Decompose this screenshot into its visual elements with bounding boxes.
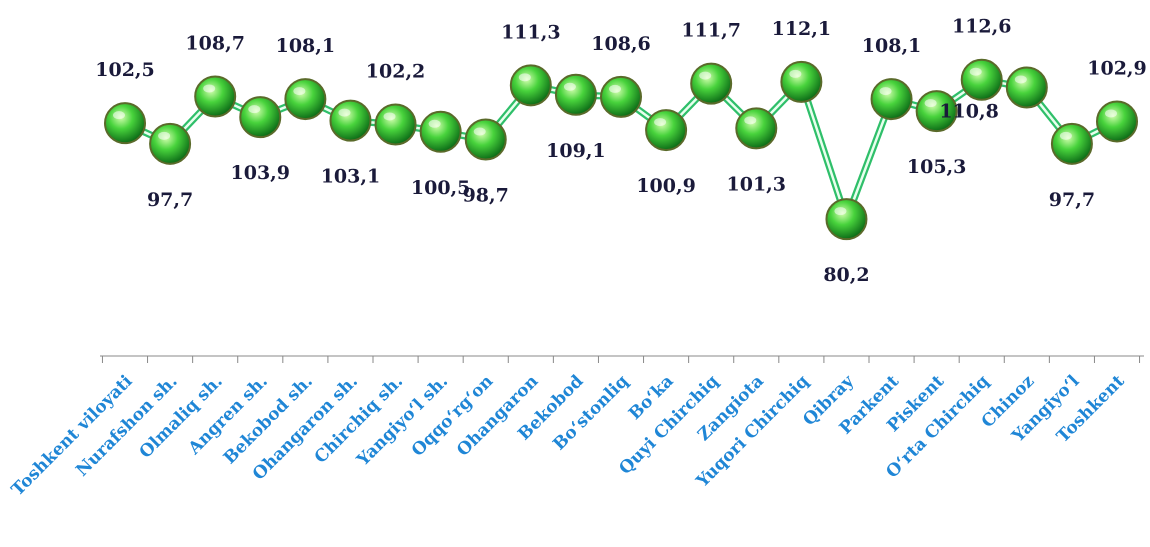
marker-highlight: [609, 84, 621, 93]
marker-highlight: [969, 67, 982, 76]
value-label: 112,1: [772, 18, 832, 40]
data-point-marker: [690, 62, 733, 105]
data-point-marker: [735, 107, 778, 150]
marker-highlight: [158, 131, 171, 140]
data-markers: [104, 58, 1138, 241]
data-point-marker: [464, 118, 507, 161]
value-label: 109,1: [546, 140, 606, 162]
marker-highlight: [518, 73, 531, 82]
value-label: 110,8: [939, 100, 999, 122]
data-point-marker: [600, 75, 642, 118]
marker-highlight: [428, 119, 441, 128]
marker-highlight: [744, 116, 757, 125]
marker-highlight: [789, 69, 802, 78]
value-label: 100,9: [636, 175, 696, 197]
value-label: 101,3: [727, 173, 787, 195]
value-label: 105,3: [907, 156, 967, 178]
value-label: 108,7: [185, 33, 245, 55]
data-point-marker: [374, 103, 417, 146]
marker-highlight: [1014, 75, 1027, 84]
value-label: 102,5: [95, 59, 155, 81]
value-label: 103,9: [231, 162, 291, 184]
marker-highlight: [248, 105, 261, 114]
data-point-marker: [645, 109, 688, 152]
value-label: 111,3: [501, 21, 561, 43]
marker-highlight: [293, 87, 306, 96]
data-point-marker: [554, 73, 597, 116]
value-label: 98,7: [463, 185, 509, 207]
value-label: 97,7: [1049, 189, 1095, 211]
data-point-marker: [149, 122, 192, 165]
data-point-marker: [329, 99, 372, 142]
marker-highlight: [879, 87, 892, 96]
data-point-marker: [1050, 122, 1093, 165]
value-label: 103,1: [321, 166, 381, 188]
data-point-marker: [1005, 66, 1048, 109]
x-axis: [100, 355, 1144, 363]
data-point-marker: [780, 60, 823, 103]
value-label: 97,7: [147, 189, 193, 211]
data-point-marker: [419, 110, 462, 153]
value-labels: 102,597,7108,7103,9108,1103,1102,2100,59…: [95, 16, 1147, 286]
value-label: 102,2: [366, 60, 426, 82]
data-point-marker: [960, 58, 1003, 101]
value-label: 111,7: [681, 20, 741, 42]
marker-highlight: [1059, 131, 1072, 140]
data-point-marker: [1096, 100, 1138, 143]
marker-highlight: [654, 118, 667, 127]
marker-highlight: [203, 84, 216, 93]
data-point-marker: [825, 198, 868, 241]
marker-highlight: [383, 112, 396, 121]
marker-highlight: [699, 71, 712, 80]
value-label: 108,1: [276, 35, 336, 57]
data-point-marker: [870, 78, 913, 121]
data-point-marker: [194, 75, 237, 118]
marker-highlight: [834, 207, 847, 216]
data-point-marker: [509, 64, 552, 107]
value-label: 80,2: [823, 264, 869, 286]
marker-highlight: [924, 99, 937, 108]
value-label: 108,1: [862, 35, 922, 57]
marker-highlight: [563, 82, 576, 91]
marker-highlight: [1105, 109, 1117, 118]
value-label: 108,6: [591, 33, 651, 55]
data-point-marker: [239, 96, 282, 139]
value-label: 102,9: [1087, 57, 1147, 79]
data-point-marker: [104, 102, 146, 145]
marker-highlight: [338, 108, 351, 117]
marker-highlight: [113, 111, 125, 120]
marker-highlight: [473, 127, 486, 136]
value-label: 112,6: [952, 16, 1012, 38]
data-point-marker: [284, 78, 327, 121]
value-label: 100,5: [411, 177, 471, 199]
